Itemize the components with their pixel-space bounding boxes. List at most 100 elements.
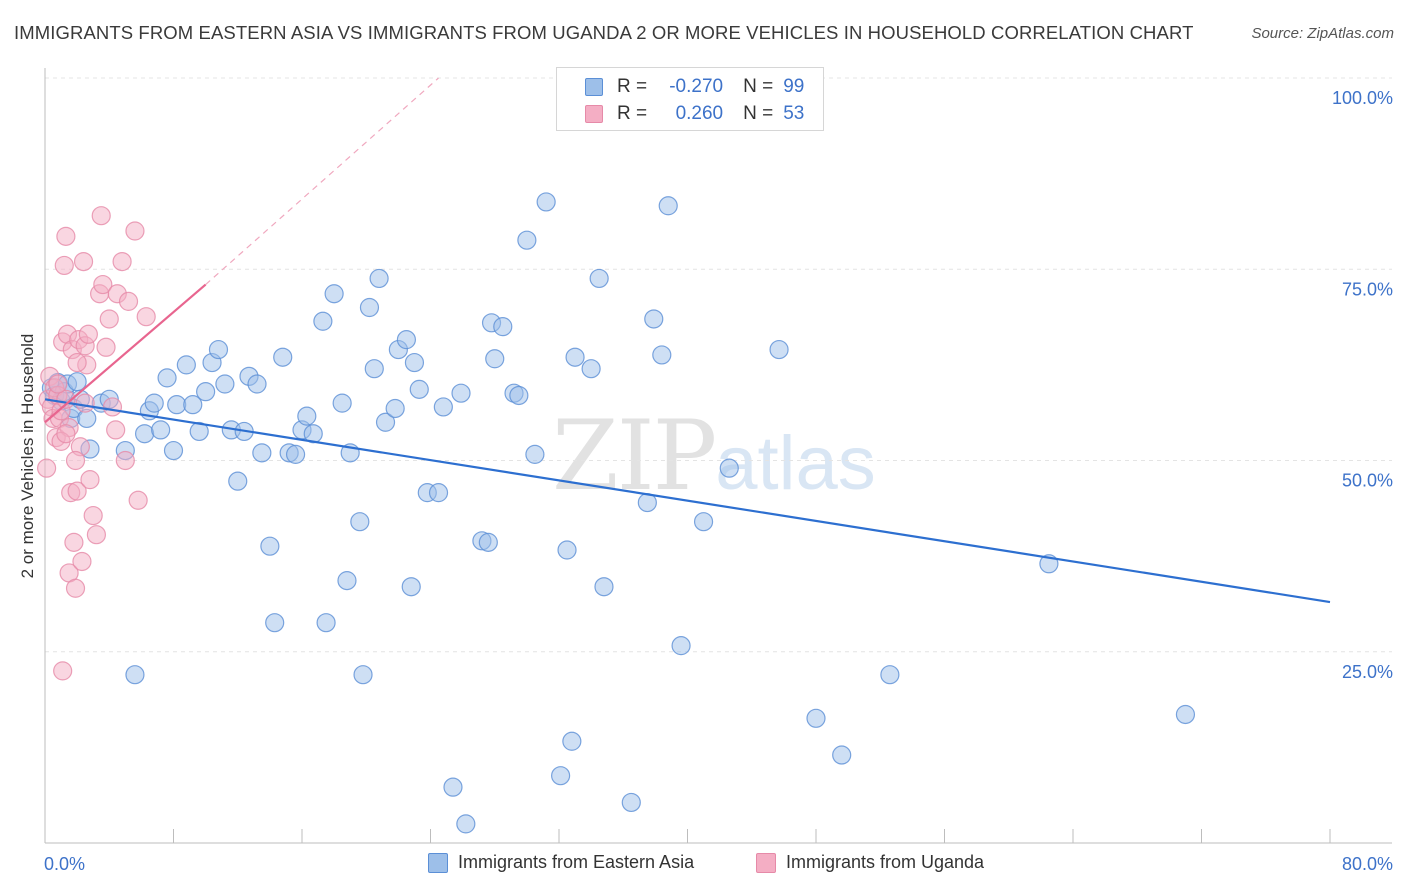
legend-r-value: -0.270	[669, 76, 724, 97]
legend-row-eastern-asia: R = -0.270 N = 99	[585, 75, 804, 99]
trendline-uganda-extension	[205, 77, 439, 285]
data-point-eastern-asia	[478, 532, 498, 552]
data-point-eastern-asia	[189, 421, 209, 442]
data-point-eastern-asia	[652, 345, 672, 365]
data-point-eastern-asia	[589, 268, 609, 289]
data-point-eastern-asia	[167, 395, 187, 415]
data-point-uganda	[65, 578, 86, 598]
data-point-eastern-asia	[396, 330, 417, 350]
data-point-eastern-asia	[252, 443, 272, 463]
data-point-eastern-asia	[375, 412, 396, 432]
y-tick-label: 25.0%	[1342, 662, 1393, 682]
legend-r-label: R =	[617, 103, 648, 124]
data-point-eastern-asia	[621, 792, 641, 813]
data-point-uganda	[56, 226, 76, 246]
data-point-eastern-asia	[401, 577, 421, 597]
data-point-eastern-asia	[297, 406, 317, 426]
data-point-eastern-asia	[880, 665, 900, 685]
data-point-eastern-asia	[485, 349, 505, 369]
bottom-legend-swatch-uganda	[756, 852, 776, 873]
data-point-uganda	[106, 420, 126, 440]
data-point-eastern-asia	[324, 284, 344, 304]
data-point-uganda	[115, 450, 135, 471]
data-point-uganda	[56, 424, 76, 444]
legend-swatch-uganda	[585, 105, 603, 123]
data-point-eastern-asia	[144, 393, 164, 413]
data-point-uganda	[96, 337, 116, 357]
data-point-eastern-asia	[316, 613, 336, 633]
data-point-eastern-asia	[183, 395, 203, 415]
data-point-eastern-asia	[359, 297, 380, 318]
data-point-uganda	[65, 450, 86, 471]
data-point-eastern-asia	[562, 731, 582, 751]
legend-r-value: 0.260	[675, 103, 724, 124]
data-point-eastern-asia	[433, 397, 453, 417]
data-point-uganda	[83, 505, 103, 526]
data-point-eastern-asia	[208, 339, 229, 360]
legend-n-label: N =	[743, 76, 774, 97]
data-point-eastern-asia	[260, 536, 280, 556]
data-point-eastern-asia	[509, 385, 529, 406]
data-point-eastern-asia	[644, 309, 664, 329]
data-point-uganda	[118, 291, 139, 311]
data-point-eastern-asia	[265, 613, 285, 633]
data-point-eastern-asia	[134, 424, 155, 444]
data-point-uganda	[102, 397, 123, 417]
chart-title: IMMIGRANTS FROM EASTERN ASIA VS IMMIGRAN…	[14, 22, 1194, 43]
y-tick-label: 50.0%	[1342, 471, 1393, 491]
bottom-legend-swatch-eastern-asia	[428, 852, 448, 873]
bottom-legend-label: Immigrants from Eastern Asia	[458, 852, 695, 872]
data-point-uganda	[136, 307, 156, 327]
data-point-eastern-asia	[557, 540, 577, 560]
data-point-uganda	[78, 324, 98, 344]
data-point-uganda	[53, 661, 73, 681]
data-point-eastern-asia	[443, 777, 463, 797]
data-point-eastern-asia	[369, 268, 389, 289]
data-point-eastern-asia	[125, 665, 145, 685]
x-tick-label: 80.0%	[1342, 854, 1393, 874]
data-point-eastern-asia	[581, 359, 601, 379]
data-point-eastern-asia	[353, 665, 373, 685]
data-point-eastern-asia	[517, 230, 537, 250]
legend-swatch-eastern-asia	[585, 78, 603, 96]
data-point-eastern-asia	[385, 398, 405, 419]
data-point-uganda	[73, 252, 94, 272]
data-point-eastern-asia	[409, 379, 429, 399]
data-point-eastern-asia	[658, 196, 678, 216]
x-tick-label: 0.0%	[44, 854, 85, 874]
data-point-eastern-asia	[1175, 704, 1196, 725]
data-point-uganda	[37, 458, 57, 478]
data-point-uganda	[112, 252, 132, 272]
bottom-legend-eastern-asia: Immigrants from Eastern Asia	[428, 852, 694, 873]
data-point-eastern-asia	[404, 352, 425, 373]
data-point-eastern-asia	[456, 814, 476, 834]
data-point-eastern-asia	[719, 458, 739, 478]
data-point-eastern-asia	[428, 483, 449, 503]
data-point-uganda	[67, 481, 87, 501]
chart-source: Source: ZipAtlas.com	[1251, 25, 1394, 42]
data-point-eastern-asia	[247, 374, 267, 394]
data-point-eastern-asia	[228, 471, 248, 491]
data-point-eastern-asia	[176, 355, 196, 375]
data-point-uganda	[93, 274, 113, 295]
data-point-eastern-asia	[536, 192, 556, 212]
y-tick-label: 100.0%	[1332, 88, 1393, 108]
data-point-eastern-asia	[693, 512, 714, 532]
data-point-uganda	[64, 532, 84, 552]
data-point-uganda	[80, 470, 100, 490]
data-point-eastern-asia	[671, 636, 691, 656]
legend-row-uganda: R = 0.260 N = 53	[585, 102, 804, 126]
trendline-uganda	[44, 283, 207, 424]
data-point-eastern-asia	[832, 745, 852, 765]
legend-n-label: N =	[743, 103, 774, 124]
data-point-eastern-asia	[806, 708, 826, 728]
data-point-eastern-asia	[551, 766, 571, 786]
data-point-eastern-asia	[151, 420, 171, 440]
data-point-uganda	[67, 352, 87, 373]
data-point-eastern-asia	[337, 571, 357, 591]
data-point-eastern-asia	[594, 577, 614, 597]
legend-r-label: R =	[617, 76, 648, 97]
bottom-legend-label: Immigrants from Uganda	[786, 852, 985, 872]
data-point-eastern-asia	[364, 359, 384, 379]
